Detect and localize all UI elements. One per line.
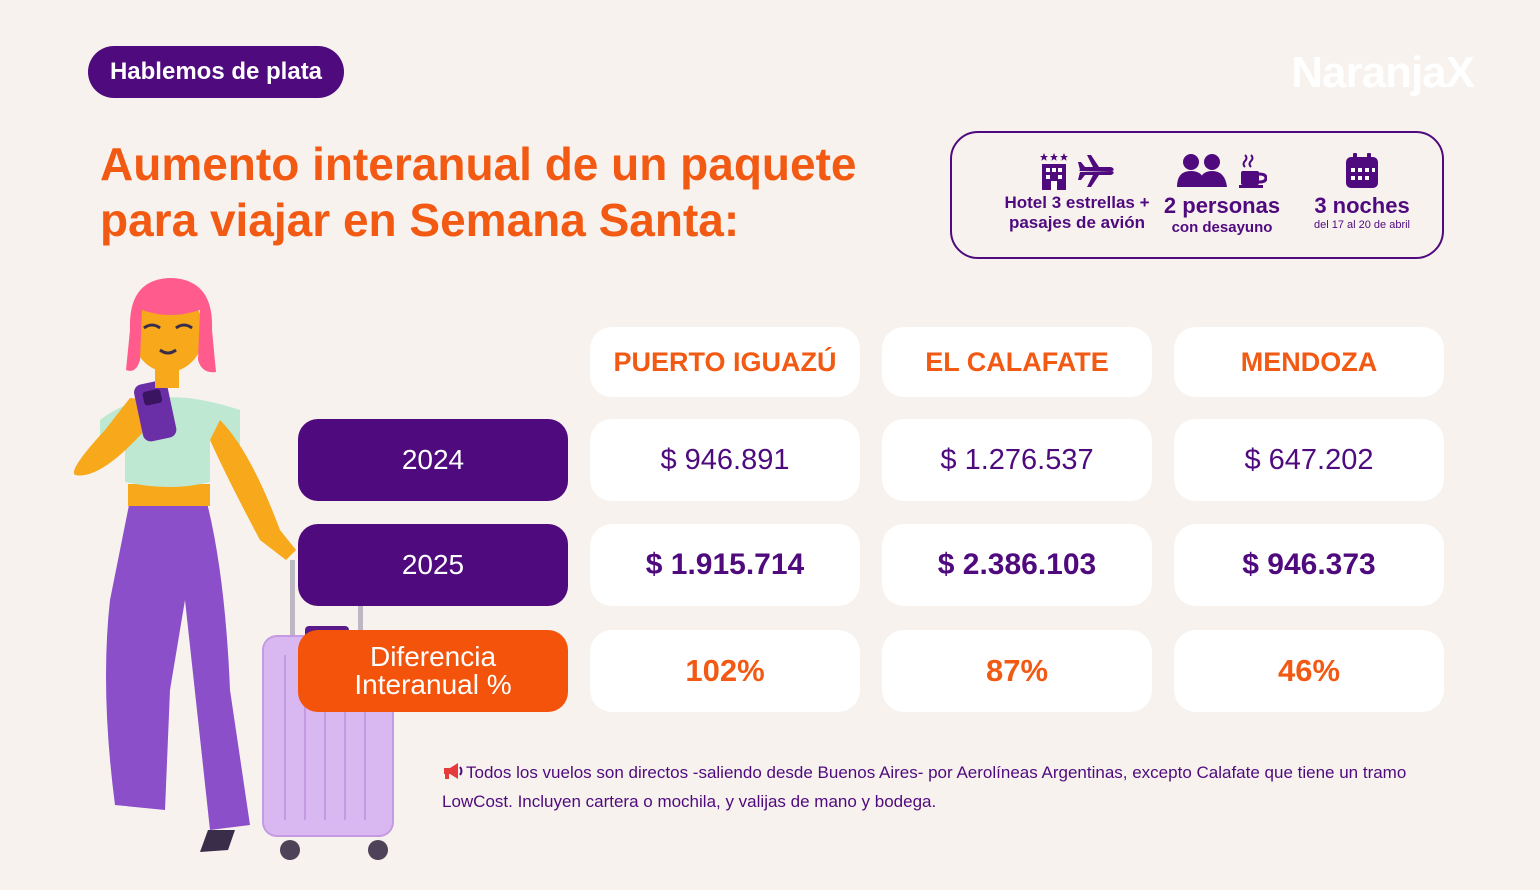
column-header-mendoza: MENDOZA <box>1174 327 1444 397</box>
package-hotel-flight: Hotel 3 estrellas + pasajes de avión <box>982 149 1172 233</box>
price-2025-mendoza: $ 946.373 <box>1174 524 1444 606</box>
diff-mendoza: 46% <box>1174 630 1444 712</box>
hotel-icon <box>1040 153 1068 190</box>
hotel-line2: pasajes de avión <box>1008 213 1146 232</box>
traveler-illustration <box>73 278 394 860</box>
brand-logo: NaranjaX <box>1291 48 1475 97</box>
row-label-2024: 2024 <box>298 419 568 501</box>
megaphone-icon <box>444 763 463 779</box>
coffee-cup-icon <box>1239 154 1267 188</box>
people-icon <box>1177 154 1227 187</box>
diff-el-calafate: 87% <box>882 630 1152 712</box>
price-2025-el-calafate: $ 2.386.103 <box>882 524 1152 606</box>
price-2024-puerto-iguazu: $ 946.891 <box>590 419 860 501</box>
section-tag: Hablemos de plata <box>88 46 344 98</box>
page-title: Aumento interanual de un paquete para vi… <box>100 138 857 246</box>
people-sub: con desayuno <box>1171 219 1273 236</box>
price-2025-puerto-iguazu: $ 1.915.714 <box>590 524 860 606</box>
footnote-text: Todos los vuelos son directos -saliendo … <box>442 763 1407 811</box>
package-info-box: Hotel 3 estrellas + pasajes de avión 2 p… <box>950 131 1444 259</box>
package-people: 2 personas con desayuno <box>1152 149 1292 237</box>
price-2024-el-calafate: $ 1.276.537 <box>882 419 1152 501</box>
row-label-diferencia-line1: Diferencia <box>369 641 497 672</box>
row-label-diferencia-line2: Interanual % <box>354 669 512 700</box>
calendar-icon <box>1346 153 1378 188</box>
people-main: 2 personas <box>1163 193 1281 218</box>
airplane-icon <box>1078 155 1114 187</box>
price-2024-mendoza: $ 647.202 <box>1174 419 1444 501</box>
nights-sub: del 17 al 20 de abril <box>1313 219 1410 231</box>
row-label-2025: 2025 <box>298 524 568 606</box>
column-header-puerto-iguazu: PUERTO IGUAZÚ <box>590 327 860 397</box>
package-nights: 3 noches del 17 al 20 de abril <box>1297 149 1427 232</box>
column-header-el-calafate: EL CALAFATE <box>882 327 1152 397</box>
diff-puerto-iguazu: 102% <box>590 630 860 712</box>
row-label-diferencia: Diferencia Interanual % <box>298 630 568 712</box>
hotel-line1: Hotel 3 estrellas + <box>1004 193 1150 212</box>
footnote: Todos los vuelos son directos -saliendo … <box>442 758 1442 816</box>
nights-main: 3 noches <box>1314 193 1410 218</box>
